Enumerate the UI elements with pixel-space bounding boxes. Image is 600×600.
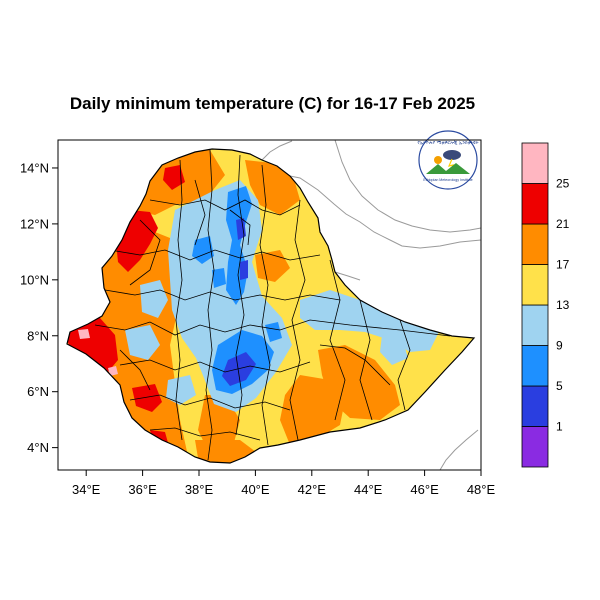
legend-swatch (521, 223, 549, 265)
y-tick-label: 12°N (20, 216, 49, 231)
legend-swatch (521, 264, 549, 306)
legend-label: 5 (556, 379, 563, 393)
legend-label: 1 (556, 420, 563, 434)
y-axis: 4°N 6°N 8°N 10°N 12°N 14°N (20, 160, 58, 455)
x-tick-label: 48°E (467, 482, 496, 497)
x-tick-label: 36°E (128, 482, 157, 497)
x-tick-label: 46°E (410, 482, 439, 497)
x-axis: 34°E 36°E 38°E 40°E 42°E 44°E 46°E 48°E (72, 470, 495, 497)
legend-label: 13 (556, 298, 570, 312)
logo-text-english: Ethiopian Meteorology Institute (423, 178, 472, 182)
y-tick-label: 14°N (20, 160, 49, 175)
admin-boundaries (94, 149, 451, 461)
legend-swatch (521, 142, 549, 184)
cloud-icon (443, 150, 461, 160)
neighbour-borders (261, 140, 481, 470)
legend-label: 21 (556, 217, 570, 231)
kenya-somalia-border (439, 429, 479, 470)
x-tick-label: 38°E (185, 482, 214, 497)
emi-logo: የኢትዮጵያ ሚቲዎሮሎጂ ኢንስቲትዩት Ethiopian Meteorol… (417, 130, 479, 190)
legend-swatch (521, 345, 549, 387)
x-tick-label: 40°E (241, 482, 270, 497)
y-tick-label: 8°N (27, 328, 49, 343)
country-outline (66, 148, 476, 464)
x-tick-label: 34°E (72, 482, 101, 497)
sun-icon (434, 156, 442, 164)
eritrea-red-sea-coast (261, 140, 293, 161)
plot-frame (57, 139, 482, 471)
y-tick-label: 10°N (20, 272, 49, 287)
logo-text-amharic: የኢትዮጵያ ሚቲዎሮሎጂ ኢንስቲትዩት (417, 141, 478, 146)
x-tick-label: 44°E (354, 482, 383, 497)
y-tick-label: 6°N (27, 384, 49, 399)
somaliland-border (334, 271, 361, 281)
legend-label: 17 (556, 258, 570, 272)
eritrea-coast-south (289, 175, 481, 249)
temperature-field (67, 149, 474, 463)
legend-swatch (521, 183, 549, 225)
legend-label: 9 (556, 339, 563, 353)
page-title: Daily minimum temperature (C) for 16-17 … (69, 94, 476, 113)
legend-swatch (521, 304, 549, 346)
color-legend: 1 5 9 13 17 21 25 (521, 142, 570, 468)
legend-swatch (521, 385, 549, 427)
legend-swatch (521, 426, 549, 468)
logo-disc (418, 130, 478, 190)
legend-label: 25 (556, 177, 570, 191)
y-tick-label: 4°N (27, 440, 49, 455)
x-tick-label: 42°E (298, 482, 327, 497)
saudi-coast (334, 140, 481, 233)
mountain-icon (426, 163, 470, 174)
